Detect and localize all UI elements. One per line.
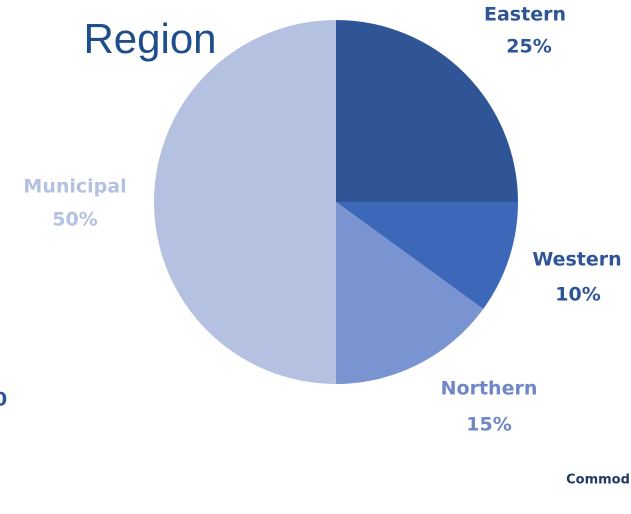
annotation: 0 (0, 389, 7, 411)
chart-title: Region (83, 15, 216, 62)
annotation: Commod (566, 473, 630, 488)
slice-label: Western (532, 249, 621, 271)
slice-value-label: 15% (466, 414, 511, 436)
pie-slice (336, 202, 518, 309)
slice-value-label: 10% (555, 284, 600, 306)
slice-value-label: 25% (506, 36, 551, 58)
pie-slice (154, 20, 336, 384)
pie-slice (336, 202, 484, 384)
slice-label: Northern (441, 378, 538, 400)
slice-value-label: 50% (52, 209, 97, 231)
slice-label: Eastern (484, 4, 566, 26)
slice-label: Municipal (23, 176, 126, 198)
pie-slice (336, 20, 518, 202)
